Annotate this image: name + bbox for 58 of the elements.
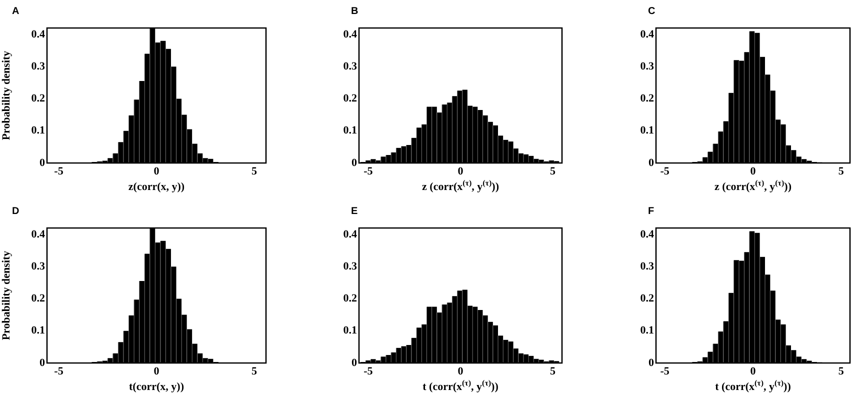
chart-title: F bbox=[648, 206, 654, 217]
chart-title: C bbox=[648, 6, 656, 17]
y-tick-label: 0.4 bbox=[343, 228, 358, 240]
chart-title: D bbox=[12, 206, 20, 217]
y-tick-label: 0.4 bbox=[31, 28, 46, 40]
chart-title: B bbox=[351, 6, 358, 17]
x-tick-label: 5 bbox=[838, 365, 844, 378]
x-tick-label: -5 bbox=[660, 365, 670, 378]
x-axis-title: t(corr(x, y)) bbox=[129, 381, 184, 393]
y-tick-label: 0.1 bbox=[640, 124, 654, 137]
x-tick-label: 5 bbox=[550, 165, 556, 178]
y-tick-label: 0.4 bbox=[640, 28, 654, 40]
y-tick-label: 0.4 bbox=[31, 228, 46, 240]
x-tick-label: 0 bbox=[458, 365, 464, 378]
y-tick-label: 0 bbox=[648, 356, 654, 369]
y-tick-label: 0 bbox=[352, 356, 358, 369]
x-tick-label: -5 bbox=[54, 165, 64, 178]
y-tick-label: 0.1 bbox=[31, 124, 45, 137]
y-tick-label: 0.1 bbox=[343, 324, 357, 337]
y-tick-label: 0.3 bbox=[31, 60, 46, 72]
y-tick-label: 0 bbox=[40, 156, 46, 169]
y-tick-label: 0.2 bbox=[640, 92, 654, 105]
x-tick-label: -5 bbox=[364, 165, 374, 178]
y-tick-label: 0.2 bbox=[31, 292, 46, 305]
chart-title: A bbox=[12, 6, 20, 17]
y-tick-label: 0.2 bbox=[343, 92, 358, 105]
x-tick-label: -5 bbox=[364, 365, 374, 378]
y-axis-title: Probability density bbox=[0, 50, 12, 140]
y-tick-label: 0.2 bbox=[31, 92, 46, 105]
y-tick-label: 0.3 bbox=[343, 260, 358, 272]
x-tick-label: -5 bbox=[660, 165, 670, 178]
x-tick-label: 0 bbox=[750, 165, 756, 178]
x-tick-label: 0 bbox=[154, 365, 160, 378]
y-tick-label: 0.3 bbox=[640, 60, 654, 72]
x-tick-label: 5 bbox=[252, 365, 258, 378]
y-tick-label: 0.1 bbox=[343, 124, 357, 137]
y-tick-label: 0.4 bbox=[343, 28, 358, 40]
y-tick-label: 0.1 bbox=[31, 324, 45, 337]
y-tick-label: 0.1 bbox=[640, 324, 654, 337]
x-tick-label: -5 bbox=[54, 365, 64, 378]
x-tick-label: 5 bbox=[550, 365, 556, 378]
y-tick-label: 0.3 bbox=[31, 260, 46, 272]
y-tick-label: 0.3 bbox=[640, 260, 654, 272]
y-tick-label: 0.3 bbox=[343, 60, 358, 72]
y-tick-label: 0.4 bbox=[640, 228, 654, 240]
y-axis-title: Probability density bbox=[0, 250, 12, 340]
x-tick-label: 0 bbox=[458, 165, 464, 178]
x-tick-label: 5 bbox=[838, 165, 844, 178]
y-tick-label: 0 bbox=[352, 156, 358, 169]
x-tick-label: 0 bbox=[750, 365, 756, 378]
y-tick-label: 0 bbox=[648, 156, 654, 169]
x-tick-label: 0 bbox=[154, 165, 160, 178]
x-tick-label: 5 bbox=[252, 165, 258, 178]
y-tick-label: 0.2 bbox=[343, 292, 358, 305]
chart-title: E bbox=[351, 206, 358, 217]
y-tick-label: 0.2 bbox=[640, 292, 654, 305]
y-tick-label: 0 bbox=[40, 356, 46, 369]
x-axis-title: z(corr(x, y)) bbox=[128, 181, 185, 193]
